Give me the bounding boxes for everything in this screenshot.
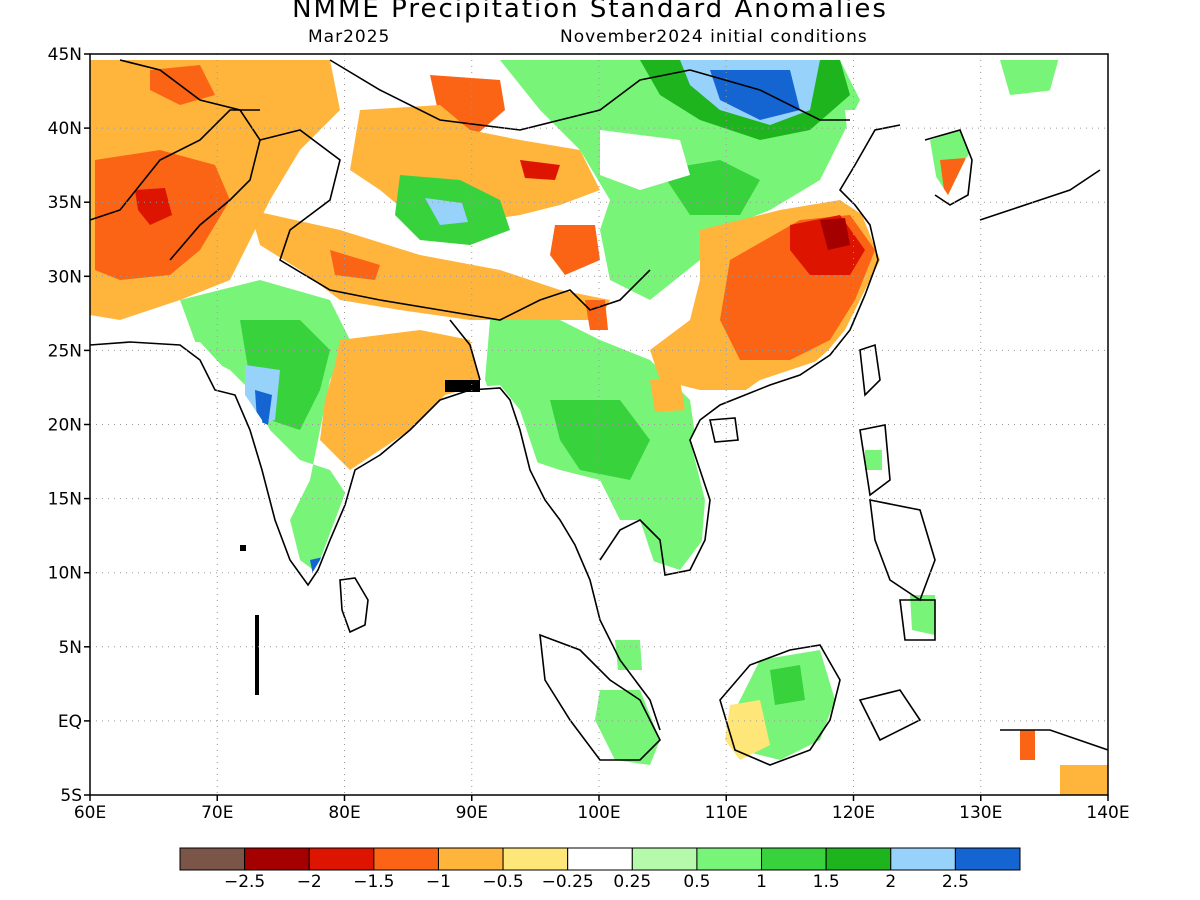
colorbar-swatch <box>308 847 375 871</box>
colorbar-swatch <box>696 847 763 871</box>
colorbar-label: −1.5 <box>353 872 394 892</box>
colorbar-swatch <box>825 847 892 871</box>
colorbar-label: −0.5 <box>482 872 523 892</box>
coastlines <box>90 59 1108 766</box>
lon-tick-label: 140E <box>1086 803 1129 823</box>
lat-tick-label: 45N <box>48 45 82 65</box>
colorbar-swatch <box>373 847 439 871</box>
colorbar-label: −2 <box>297 872 322 892</box>
colorbar-swatch <box>954 847 1021 871</box>
map-title: NMME Precipitation Standard Anomalies <box>292 0 888 24</box>
colorbar-swatch <box>437 847 504 871</box>
lat-tick-label: 15N <box>48 490 82 510</box>
lon-tick-label: 70E <box>201 803 233 823</box>
longitude-axis: 60E 70E 80E 90E 100E 110E 120E 130E 140E <box>74 795 1130 823</box>
lat-tick-label: 40N <box>48 119 82 139</box>
colorbar-label: −2.5 <box>224 872 265 892</box>
lat-tick-label: 10N <box>48 564 82 584</box>
colorbar-label: 1 <box>756 872 767 892</box>
lon-tick-label: 120E <box>832 803 875 823</box>
lon-tick-label: 60E <box>74 803 106 823</box>
colorbar-label: 2.5 <box>942 872 969 892</box>
colorbar-swatch <box>244 847 310 871</box>
colorbar: −2.5 −2 −1.5 −1 −0.5 −0.25 0.25 0.5 1 1.5 2 2.5 <box>179 847 1021 892</box>
lat-tick-label: EQ <box>58 712 82 732</box>
colorbar-swatch <box>631 847 698 871</box>
colorbar-label: 2 <box>885 872 896 892</box>
colorbar-swatch <box>179 847 246 871</box>
small-islands <box>240 380 480 695</box>
initial-conditions-label: November2024 initial conditions <box>560 27 868 47</box>
colorbar-label: 0.5 <box>683 872 710 892</box>
target-month-label: Mar2025 <box>308 27 391 47</box>
lat-tick-label: 25N <box>48 341 82 361</box>
lat-tick-label: 35N <box>48 193 82 213</box>
lat-tick-label: 5N <box>58 638 82 658</box>
colorbar-label: −0.25 <box>542 872 594 892</box>
colorbar-swatch <box>567 847 633 871</box>
lon-tick-label: 90E <box>456 803 488 823</box>
lon-tick-label: 80E <box>328 803 360 823</box>
colorbar-label: −1 <box>426 872 451 892</box>
lon-tick-label: 130E <box>959 803 1002 823</box>
colorbar-swatch <box>890 847 956 871</box>
colorbar-swatch <box>761 847 827 871</box>
latitude-axis: 45N 40N 35N 30N 25N 20N 15N 10N 5N EQ 5S <box>48 45 90 806</box>
lat-tick-label: 20N <box>48 416 82 436</box>
lat-tick-label: 5S <box>60 786 82 806</box>
lat-tick-label: 30N <box>48 267 82 287</box>
lon-tick-label: 100E <box>577 803 620 823</box>
colorbar-label: 0.25 <box>613 872 651 892</box>
lon-tick-label: 110E <box>705 803 748 823</box>
colorbar-label: 1.5 <box>813 872 840 892</box>
colorbar-swatch <box>502 847 569 871</box>
